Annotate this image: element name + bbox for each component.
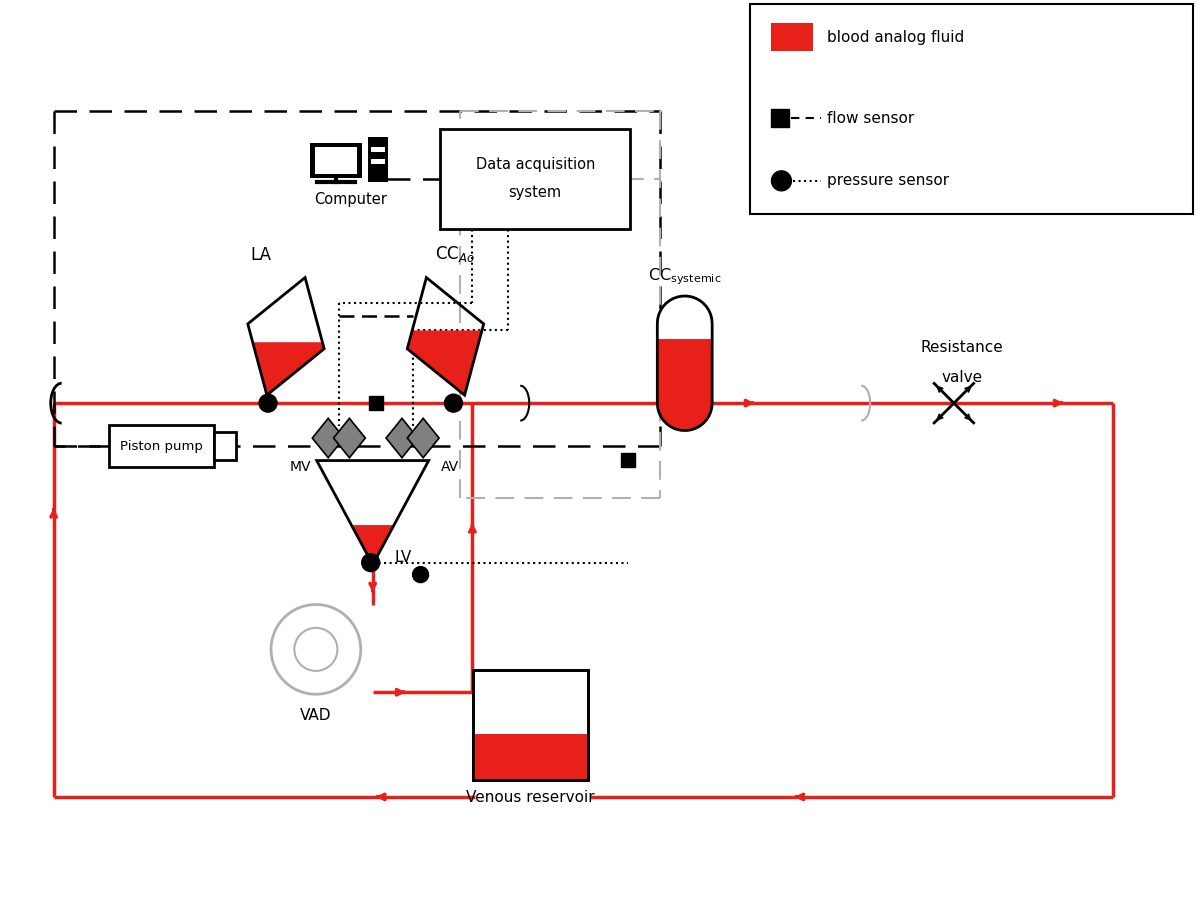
FancyBboxPatch shape <box>314 147 356 174</box>
FancyBboxPatch shape <box>473 670 588 780</box>
Circle shape <box>259 394 277 412</box>
Polygon shape <box>386 418 418 458</box>
Polygon shape <box>407 418 439 458</box>
Text: AV: AV <box>440 460 458 474</box>
FancyBboxPatch shape <box>750 4 1193 214</box>
FancyBboxPatch shape <box>109 425 214 467</box>
Polygon shape <box>317 461 428 565</box>
FancyBboxPatch shape <box>367 137 388 181</box>
Circle shape <box>361 554 379 572</box>
FancyBboxPatch shape <box>440 129 630 229</box>
Circle shape <box>271 604 361 694</box>
FancyBboxPatch shape <box>368 396 383 410</box>
FancyBboxPatch shape <box>620 453 635 467</box>
Text: flow sensor: flow sensor <box>827 110 914 126</box>
Text: VAD: VAD <box>300 709 331 723</box>
Text: pressure sensor: pressure sensor <box>827 173 949 189</box>
Circle shape <box>413 567 428 583</box>
Polygon shape <box>352 525 394 565</box>
FancyBboxPatch shape <box>310 143 361 178</box>
FancyBboxPatch shape <box>371 159 385 163</box>
Text: valve: valve <box>941 370 983 385</box>
Text: Piston pump: Piston pump <box>120 439 203 453</box>
Text: CC$_{\rm systemic}$: CC$_{\rm systemic}$ <box>648 266 721 286</box>
Polygon shape <box>407 330 482 395</box>
Circle shape <box>294 628 337 671</box>
FancyBboxPatch shape <box>772 109 790 127</box>
Circle shape <box>444 394 462 412</box>
FancyBboxPatch shape <box>371 147 385 152</box>
Text: system: system <box>509 185 562 200</box>
Text: Resistance: Resistance <box>920 340 1003 356</box>
PathPatch shape <box>658 296 712 430</box>
FancyBboxPatch shape <box>214 432 235 460</box>
Text: LV: LV <box>395 550 412 565</box>
FancyBboxPatch shape <box>772 23 814 51</box>
Text: LA: LA <box>251 245 271 264</box>
Polygon shape <box>312 418 344 458</box>
Polygon shape <box>253 342 324 395</box>
Text: blood analog fluid: blood analog fluid <box>827 30 965 45</box>
Text: CC$_{Ao}$: CC$_{Ao}$ <box>436 243 475 264</box>
Circle shape <box>772 171 792 190</box>
FancyBboxPatch shape <box>473 734 588 780</box>
Polygon shape <box>658 339 712 430</box>
Text: Computer: Computer <box>314 192 388 207</box>
Text: Venous reservoir: Venous reservoir <box>466 790 594 805</box>
Text: MV: MV <box>289 460 311 474</box>
Polygon shape <box>334 418 365 458</box>
Text: Data acquisition: Data acquisition <box>475 157 595 172</box>
